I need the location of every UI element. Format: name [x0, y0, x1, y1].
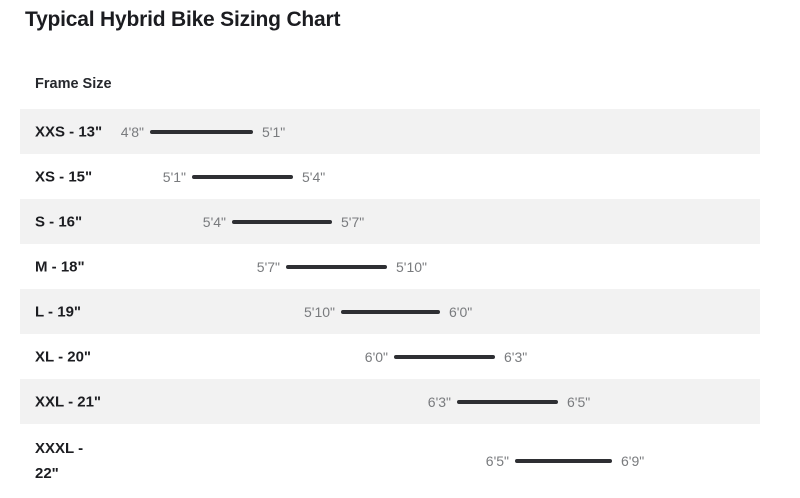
table-row: XXXL - 22" 6'5" 6'9" [20, 424, 760, 498]
range-bar [341, 309, 440, 314]
range-bar [232, 219, 332, 224]
column-header-frame-size: Frame Size [35, 76, 112, 92]
frame-size-label: S - 16" [35, 213, 83, 230]
page-title: Typical Hybrid Bike Sizing Chart [25, 8, 341, 31]
range-bar [150, 129, 253, 134]
min-height-label: 6'5" [485, 453, 509, 469]
table-row: M - 18" 5'7" 5'10" [20, 244, 760, 289]
max-height-label: 5'4" [302, 168, 326, 185]
max-height-label: 5'1" [262, 123, 286, 140]
frame-size-label: L - 19" [35, 303, 82, 320]
min-height-label: 5'4" [202, 213, 226, 230]
min-height-label: 5'10" [303, 303, 335, 320]
range-bar [515, 459, 612, 463]
min-height-label: 6'0" [364, 348, 388, 365]
table-row: XXS - 13" 4'8" 5'1" [20, 109, 760, 154]
frame-size-label: XXL - 21" [35, 393, 102, 410]
max-height-label: 6'3" [504, 348, 528, 365]
range-bar [394, 354, 495, 359]
max-height-label: 5'7" [341, 213, 365, 230]
range-bar [192, 174, 293, 179]
max-height-label: 5'10" [396, 258, 428, 275]
frame-size-label: XS - 15" [35, 168, 93, 185]
table-row: XS - 15" 5'1" 5'4" [20, 154, 760, 199]
max-height-label: 6'5" [567, 393, 591, 410]
range-bar [457, 399, 558, 404]
max-height-label: 6'0" [449, 303, 473, 320]
min-height-label: 6'3" [427, 393, 451, 410]
frame-size-label: XL - 20" [35, 348, 92, 365]
min-height-label: 5'1" [162, 168, 186, 185]
table-row: L - 19" 5'10" 6'0" [20, 289, 760, 334]
frame-size-label: M - 18" [35, 258, 85, 275]
range-bar [286, 264, 387, 269]
table-row: XL - 20" 6'0" 6'3" [20, 334, 760, 379]
min-height-label: 5'7" [256, 258, 280, 275]
sizing-table: XXS - 13" 4'8" 5'1" XS - 15" 5'1" 5'4" S - 16"… [20, 109, 760, 498]
table-row: XXL - 21" 6'3" 6'5" [20, 379, 760, 424]
max-height-label: 6'9" [621, 453, 645, 469]
min-height-label: 4'8" [120, 123, 144, 140]
frame-size-label: XXS - 13" [35, 123, 103, 140]
table-row: S - 16" 5'4" 5'7" [20, 199, 760, 244]
frame-size-label: XXXL - 22" [35, 440, 84, 482]
